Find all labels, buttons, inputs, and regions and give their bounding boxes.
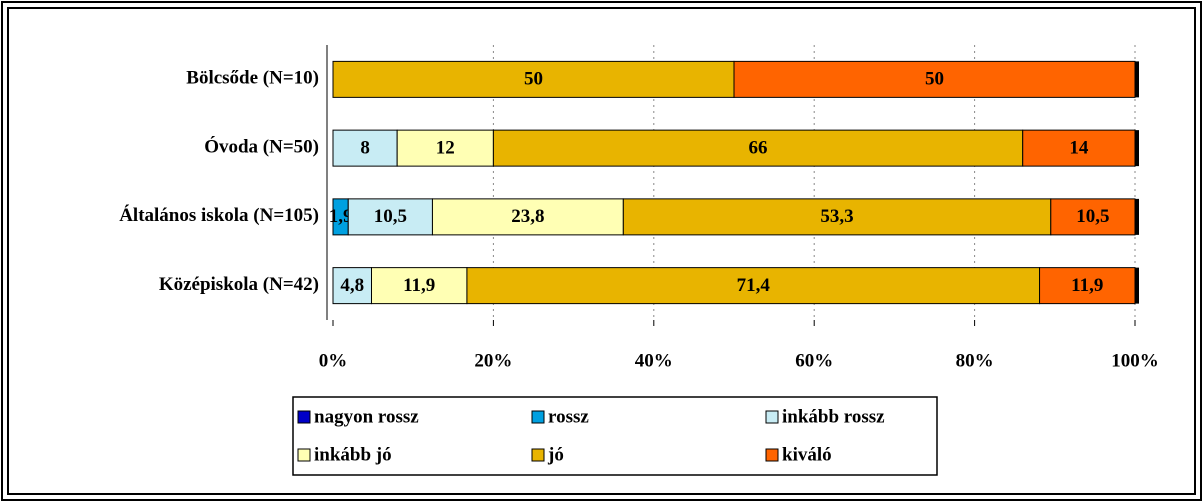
legend-swatch	[765, 448, 779, 462]
bar-shadow	[1135, 267, 1139, 304]
data-label: 1,9	[329, 206, 353, 227]
bar-segment	[396, 129, 494, 167]
legend-box	[292, 396, 938, 476]
legend-swatch	[765, 410, 779, 424]
data-label: 11,9	[403, 275, 435, 296]
bar-segment	[347, 198, 433, 236]
legend-swatch	[531, 448, 545, 462]
bar-segment	[1039, 267, 1136, 305]
data-label: 12	[436, 137, 455, 158]
x-tick-label: 80%	[956, 350, 994, 371]
bar-shadow	[1135, 130, 1139, 167]
legend-label: nagyon rossz	[314, 406, 419, 427]
inner-border	[7, 7, 1196, 495]
bar-segment	[622, 198, 1052, 236]
bar-segment	[466, 267, 1041, 305]
data-label: 50	[524, 69, 543, 90]
data-label: 11,9	[1071, 275, 1103, 296]
bar-segment	[332, 129, 398, 167]
legend-swatch	[531, 410, 545, 424]
x-tick-label: 40%	[635, 350, 673, 371]
bar-segment	[370, 267, 468, 305]
data-label: 53,3	[820, 206, 853, 227]
data-label: 10,5	[374, 206, 407, 227]
bar-segment	[431, 198, 624, 236]
data-label: 50	[925, 69, 944, 90]
y-tick-label: Középiskola (N=42)	[159, 274, 319, 295]
x-tick-label: 20%	[474, 350, 512, 371]
bar-segment	[1050, 198, 1136, 236]
y-tick-label: Általános iskola (N=105)	[119, 204, 319, 226]
bar-shadow	[1135, 198, 1139, 235]
legend-swatch	[297, 448, 311, 462]
bar-segment	[332, 60, 735, 98]
legend-swatch	[297, 410, 311, 424]
data-label: 10,5	[1076, 206, 1109, 227]
data-label: 14	[1069, 137, 1089, 158]
bar-segment	[733, 60, 1136, 98]
legend-label: inkább jó	[314, 444, 392, 465]
legend-label: kiváló	[782, 444, 832, 465]
data-label: 23,8	[511, 206, 544, 227]
legend-label: rossz	[548, 406, 589, 427]
bar-shadow	[1135, 61, 1139, 98]
x-tick-label: 60%	[795, 350, 833, 371]
bar-segment	[332, 267, 372, 305]
data-label: 66	[749, 137, 768, 158]
legend-label: jó	[547, 444, 564, 465]
y-tick-label: Óvoda (N=50)	[204, 135, 319, 157]
x-tick-label: 100%	[1111, 350, 1159, 371]
data-label: 71,4	[737, 275, 771, 296]
data-label: 8	[360, 137, 370, 158]
legend-label: inkább rossz	[782, 406, 885, 427]
x-tick-label: 0%	[319, 350, 348, 371]
data-label: 4,8	[340, 275, 364, 296]
y-tick-label: Bölcsőde (N=10)	[186, 68, 319, 89]
